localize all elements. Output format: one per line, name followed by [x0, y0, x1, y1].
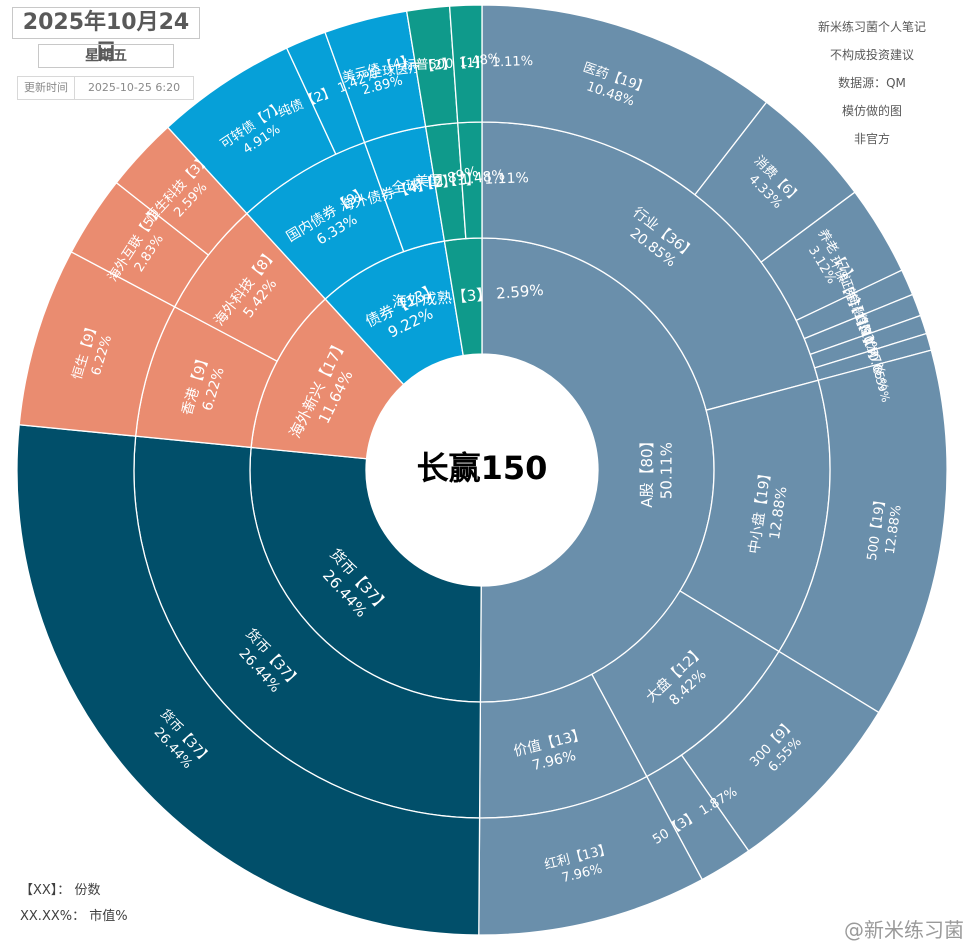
weekday-label: 星期五	[38, 44, 174, 68]
note-line: 数据源：QM	[838, 76, 906, 90]
legend-row-shares: 【XX】： 份数	[20, 880, 128, 902]
legend-key: 【XX】：	[20, 883, 71, 898]
chart-title: 长赢150	[417, 449, 548, 487]
segment-label: 香港【9】6.22%	[179, 350, 230, 422]
legend: 【XX】： 份数 XX.XX%： 市值%	[20, 880, 128, 932]
update-time-box: 更新时间 2025-10-25 6:20	[17, 76, 194, 100]
center-hole	[366, 354, 598, 586]
segment-label: 美国【1】 1.11%	[415, 170, 529, 190]
update-time-label: 更新时间	[18, 77, 75, 99]
notes-panel: 新米练习菌个人笔记 不构成投资建议 数据源：QM 模仿做的图 非官方	[802, 16, 942, 156]
note-line: 不构成投资建议	[829, 48, 914, 62]
note-line: 模仿做的图	[841, 104, 902, 118]
note-line: 非官方	[853, 132, 890, 146]
update-time-value: 2025-10-25 6:20	[87, 81, 181, 94]
legend-text: 市值%	[89, 909, 128, 924]
legend-text: 份数	[74, 883, 101, 898]
sunburst-segment	[16, 424, 481, 936]
legend-row-value: XX.XX%： 市值%	[20, 906, 128, 928]
note-line: 新米练习菌个人笔记	[817, 20, 926, 34]
date-title: 2025年10月24日	[12, 7, 200, 65]
segment-label: 标普500【1】 1.11%	[402, 54, 533, 74]
legend-key: XX.XX%：	[20, 909, 86, 924]
segment-label: A股【80】50.11%	[637, 433, 675, 507]
segments	[16, 4, 948, 936]
watermark: @新米练习菌	[844, 918, 964, 942]
sunburst-segment	[448, 4, 483, 124]
